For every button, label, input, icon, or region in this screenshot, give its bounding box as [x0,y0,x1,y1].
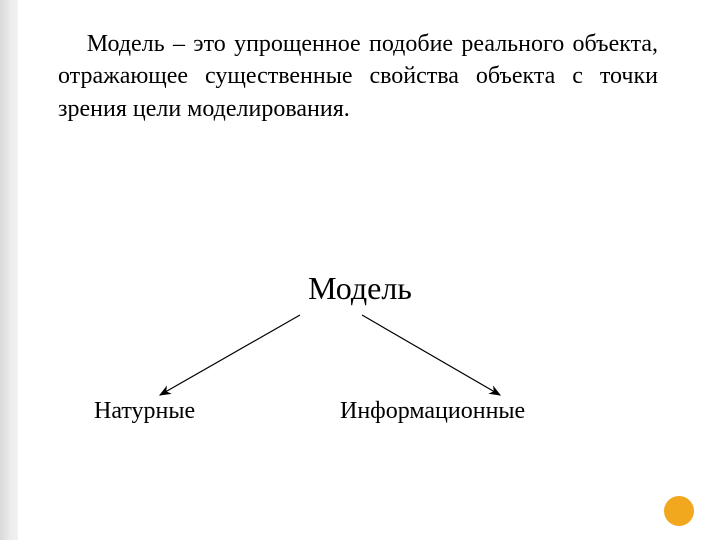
edge-left [160,315,300,395]
diagram-root-label: Модель [0,270,720,307]
slide: Модель – это упрощенное подобие реальног… [0,0,720,540]
edge-right [362,315,500,395]
diagram-child-left-label: Натурные [94,398,195,425]
accent-dot-icon [664,496,694,526]
diagram-child-right-label: Информационные [340,398,525,425]
definition-paragraph: Модель – это упрощенное подобие реальног… [58,28,658,125]
